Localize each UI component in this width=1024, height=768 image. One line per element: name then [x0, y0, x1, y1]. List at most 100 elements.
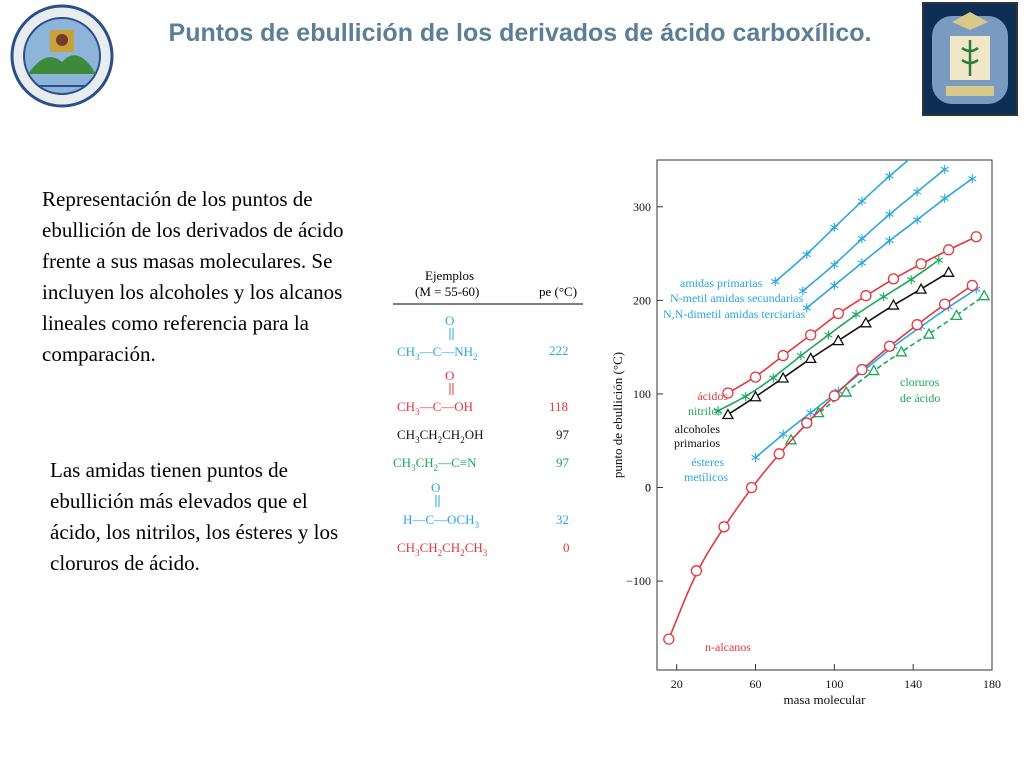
series-2-point-6	[968, 174, 977, 184]
examples-header-bp: pe (°C)	[539, 284, 577, 299]
series-3-point-4	[832, 307, 844, 320]
series-6-point-1-stroke-2	[778, 431, 788, 437]
svg-text:CH3CH2CH2CH3: CH3CH2CH2CH3	[397, 540, 488, 558]
annotation-11: n-alcanos	[705, 640, 751, 654]
series-0-point-2	[830, 222, 839, 232]
series-3-point-2	[777, 349, 789, 362]
y-tick-label-3: 200	[633, 293, 651, 307]
series-2-point-4-stroke-2	[912, 217, 922, 223]
series-6-point-0-stroke-2	[751, 454, 760, 461]
series-1-point-2	[857, 234, 867, 244]
annotation-4: nitrilos	[688, 404, 722, 418]
amides-paragraph: Las amidas tienen puntos de ebullición m…	[50, 458, 339, 575]
x-axis-label: masa molecular	[784, 692, 867, 707]
series-4-point-7	[907, 275, 916, 285]
plot-area	[663, 160, 991, 645]
series-7-point-5	[922, 327, 936, 339]
series-2-point-0	[802, 303, 811, 313]
series-3-point-1	[749, 371, 762, 383]
series-8-point-2	[718, 521, 730, 533]
annotation-2: N,N-dimetil amidas terciarias	[663, 307, 806, 321]
series-line-8	[668, 284, 973, 640]
series-1-point-0-stroke-2	[798, 288, 808, 294]
series-1-point-4-stroke-2	[912, 189, 922, 195]
series-1-point-4	[912, 187, 922, 197]
series-line-1	[802, 168, 946, 292]
series-4-point-5	[851, 309, 861, 319]
annotation-9: cloruros	[900, 375, 940, 389]
series-1-point-5-stroke-2	[940, 166, 949, 173]
svg-text:CH3CH2—C≡N: CH3CH2—C≡N	[393, 455, 477, 473]
series-4-point-0-stroke-2	[713, 408, 723, 414]
series-4-point-1-stroke-2	[741, 394, 750, 400]
series-3-point-9	[970, 231, 982, 243]
series-4-point-3	[796, 351, 806, 361]
series-5-point-0	[721, 408, 735, 420]
series-2-point-3	[885, 235, 894, 245]
series-1-point-2-stroke-2	[857, 235, 867, 242]
series-4-point-1	[741, 392, 750, 402]
example-row-ester: O H—C—OCH3 32	[403, 480, 569, 530]
svg-text:O: O	[445, 368, 454, 383]
example-bp-alcohol: 97	[556, 427, 570, 442]
y-tick-label-0: −100	[626, 574, 651, 588]
series-7-point-0	[784, 433, 798, 445]
series-7-point-6	[950, 309, 963, 320]
x-tick-label-4: 180	[983, 677, 1001, 691]
series-4-point-6	[879, 292, 888, 302]
y-tick-label-zero: 0	[645, 481, 651, 495]
series-0-point-4	[885, 171, 894, 181]
series-6-point-2	[806, 408, 815, 418]
series-8-point-7	[856, 363, 868, 376]
series-1-point-0	[798, 286, 808, 296]
series-5-point-1	[749, 390, 762, 402]
series-2-point-2	[857, 258, 867, 268]
series-5-point-5	[859, 316, 872, 328]
series-2-point-1	[830, 280, 839, 290]
series-0-point-4-stroke-2	[885, 173, 894, 179]
university-seal-icon	[10, 4, 114, 108]
y-tick-label-2: 100	[633, 387, 651, 401]
faculty-crest-icon	[922, 2, 1018, 116]
series-6-point-0	[751, 453, 760, 463]
series-1-point-3	[885, 209, 894, 219]
series-1-point-1-stroke-2	[830, 262, 839, 268]
annotation-3: ácidos	[697, 389, 728, 403]
examples-header-1: Ejemplos	[425, 268, 474, 283]
example-row-alkane: CH3CH2CH2CH3 0	[397, 540, 570, 558]
y-axis-label: punto de ebullición (°C)	[610, 352, 625, 478]
plot-frame	[656, 159, 993, 671]
description-paragraph: Representación de los puntos de ebullici…	[42, 187, 344, 366]
series-3-point-6	[887, 273, 900, 285]
x-tick-label-1: 60	[750, 677, 762, 691]
series-1-point-3-stroke-2	[885, 211, 894, 218]
series-4-point-8	[934, 255, 943, 265]
series-1-point-5	[940, 164, 949, 174]
series-1-point-1	[830, 260, 839, 270]
svg-text:H—C—OCH3: H—C—OCH3	[403, 512, 480, 530]
series-6-point-1	[778, 429, 788, 439]
series-2-point-5-stroke-2	[940, 195, 949, 202]
example-row-alcohol: CH3CH2CH2OH 97	[397, 427, 570, 445]
series-8-point-1	[690, 565, 703, 577]
svg-text:CH3—C—OH: CH3—C—OH	[397, 399, 473, 417]
series-4-point-0	[713, 406, 723, 416]
svg-text:CH3CH2CH2OH: CH3CH2CH2OH	[397, 427, 483, 445]
series-2-point-6-stroke-2	[968, 175, 977, 182]
series-0-point-0	[771, 277, 780, 287]
annotation-10: de ácido	[900, 391, 940, 405]
series-3-point-7	[915, 258, 927, 270]
series-5-point-2	[777, 371, 790, 383]
series-2-point-1-stroke-2	[830, 282, 839, 289]
annotation-8: metílicos	[684, 470, 728, 484]
examples-header-2: (M = 55-60)	[415, 284, 479, 299]
example-bp-amide: 222	[549, 343, 569, 358]
series-2-point-5	[940, 193, 949, 203]
series-line-3	[727, 236, 977, 394]
x-tick-label-3: 140	[904, 677, 922, 691]
example-row-acid: O CH3—C—OH 118	[397, 368, 568, 417]
examples-table: Ejemplos (M = 55-60) pe (°C) O CH3—C—NH2…	[393, 268, 583, 558]
annotation-6: primarios	[674, 436, 720, 450]
slide-title: Puntos de ebullición de los derivados de…	[168, 19, 872, 47]
